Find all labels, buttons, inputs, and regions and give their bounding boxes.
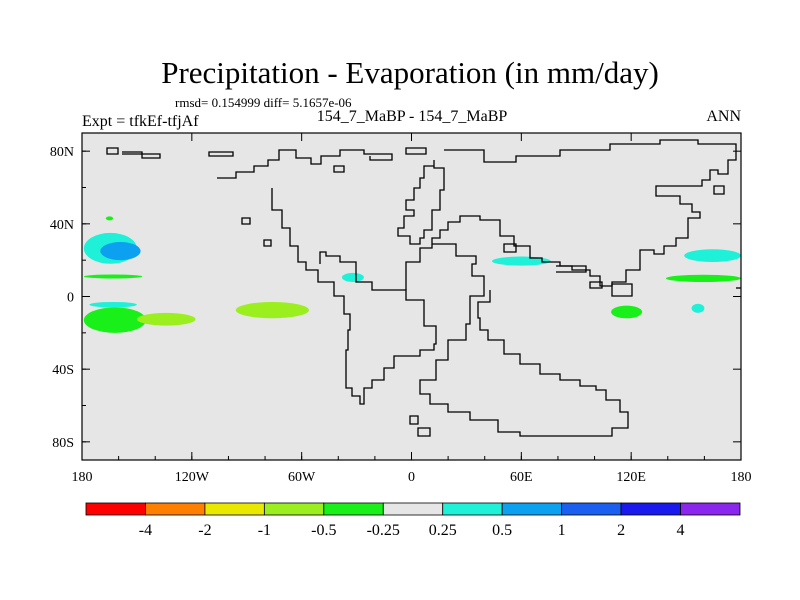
y-tick-label-2: 0 xyxy=(67,291,74,306)
colorbar-label-5: 0.25 xyxy=(429,522,457,539)
anomaly-region-3 xyxy=(89,301,137,308)
x-tick-label-3: 0 xyxy=(408,470,415,485)
coastline-13 xyxy=(589,281,603,289)
anomaly-region-6 xyxy=(235,301,309,319)
anomaly-region-11 xyxy=(684,249,741,262)
coastline-2 xyxy=(208,151,234,157)
colorbar-label-8: 2 xyxy=(617,522,625,539)
x-tick-label-2: 60W xyxy=(288,470,316,485)
coastline-3 xyxy=(217,149,393,179)
anomaly-region-4 xyxy=(83,307,147,333)
right-subtitle: ANN xyxy=(706,108,741,125)
y-tick-label-1: 40N xyxy=(50,218,74,233)
colorbar: -4 -2 -1 -0.5 -0.25 0.25 0.5 1 2 4 xyxy=(85,502,741,539)
y-tick-label-3: 40S xyxy=(52,363,74,378)
coastline-4 xyxy=(271,188,437,405)
colorbar-box-9 xyxy=(620,502,681,516)
colorbar-box-8 xyxy=(561,502,622,516)
y-axis: 80N 40N 0 40S 80S xyxy=(50,145,741,451)
x-tick-label-5: 120E xyxy=(616,470,646,485)
x-tick-label-4: 60E xyxy=(510,470,533,485)
y-tick-label-4: 80S xyxy=(52,436,74,451)
coastline-17 xyxy=(417,427,431,437)
coastlines xyxy=(106,139,741,437)
anomaly-region-2 xyxy=(83,274,143,279)
map-background xyxy=(82,133,741,460)
x-axis: 180 120W 60W 0 60E 120E 180 xyxy=(72,133,752,485)
colorbar-label-7: 1 xyxy=(558,522,566,539)
map-panel xyxy=(81,132,742,461)
colorbar-label-4: -0.25 xyxy=(367,522,400,539)
anomaly-region-7 xyxy=(105,216,114,221)
colorbar-label-9: 4 xyxy=(677,522,685,539)
colorbar-box-4 xyxy=(323,502,384,516)
colorbar-box-2 xyxy=(204,502,265,516)
anomaly-region-5 xyxy=(136,312,196,326)
colorbar-label-6: 0.5 xyxy=(492,522,512,539)
anomaly-region-9 xyxy=(492,256,551,266)
y-tick-label-0: 80N xyxy=(50,145,74,160)
anomaly-region-13 xyxy=(691,303,705,313)
coastline-11 xyxy=(419,243,629,437)
coastline-5 xyxy=(263,239,272,247)
colorbar-box-3 xyxy=(263,502,325,516)
colorbar-box-6 xyxy=(442,502,503,516)
coastline-7 xyxy=(333,165,345,173)
colorbar-label-0: -4 xyxy=(139,522,152,539)
coastline-0 xyxy=(106,147,119,155)
coastline-14 xyxy=(611,283,633,297)
colorbar-box-1 xyxy=(145,502,206,516)
coastline-16 xyxy=(409,415,419,425)
colorbar-box-5 xyxy=(382,502,444,516)
left-subtitle: Expt = tfkEf-tfjAf xyxy=(82,113,199,130)
coastline-9 xyxy=(397,160,445,245)
coastline-10 xyxy=(405,139,737,290)
colorbar-label-3: -0.5 xyxy=(311,522,336,539)
anomaly-regions xyxy=(83,216,742,333)
coastline-8 xyxy=(405,147,427,155)
stats-line: rmsd= 0.154999 diff= 5.1657e-06 xyxy=(175,95,352,110)
anomaly-region-10 xyxy=(611,305,643,319)
coastline-6 xyxy=(241,217,251,225)
coastline-12 xyxy=(556,265,587,273)
chart-title: Precipitation - Evaporation (in mm/day) xyxy=(161,55,659,90)
colorbar-box-0 xyxy=(85,502,146,516)
x-tick-label-6: 180 xyxy=(731,470,752,485)
colorbar-box-10 xyxy=(680,502,741,516)
x-tick-label-1: 120W xyxy=(175,470,210,485)
anomaly-region-8 xyxy=(341,272,364,282)
colorbar-label-2: -1 xyxy=(258,522,271,539)
coastline-18 xyxy=(713,185,725,195)
coastline-1 xyxy=(122,151,161,159)
anomaly-region-1 xyxy=(100,242,141,261)
center-subtitle: 154_7_MaBP - 154_7_MaBP xyxy=(317,108,508,125)
anomaly-region-12 xyxy=(665,274,742,282)
colorbar-label-1: -2 xyxy=(198,522,211,539)
coastline-15 xyxy=(503,243,517,253)
x-tick-label-0: 180 xyxy=(72,470,93,485)
colorbar-box-7 xyxy=(501,502,563,516)
